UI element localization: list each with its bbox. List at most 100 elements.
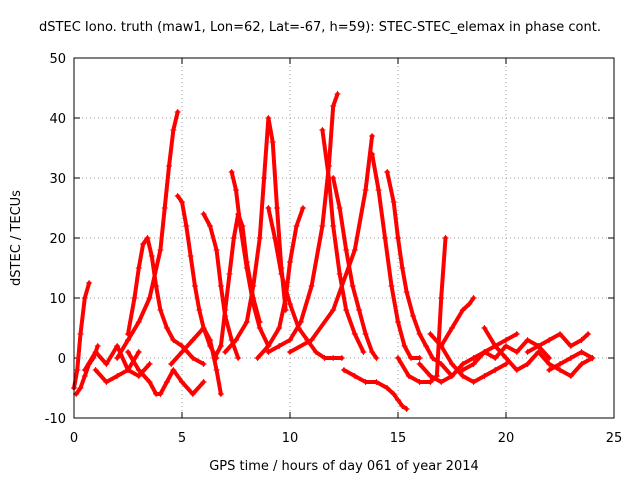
data-point — [217, 283, 224, 289]
data-point — [410, 313, 417, 319]
data-point — [269, 139, 276, 145]
data-point — [189, 391, 196, 397]
data-point — [546, 355, 553, 361]
data-point — [103, 361, 110, 367]
data-point — [513, 349, 520, 355]
data-point — [276, 325, 283, 331]
data-point — [524, 361, 531, 367]
series-21 — [384, 169, 455, 379]
data-point — [438, 343, 445, 349]
data-point — [256, 235, 263, 241]
series-16 — [319, 127, 367, 355]
data-point — [449, 325, 455, 331]
series-group — [71, 91, 596, 412]
data-point — [373, 355, 380, 361]
data-point — [416, 379, 423, 385]
data-point — [287, 337, 293, 343]
series-24 — [438, 295, 477, 349]
data-point — [427, 373, 434, 379]
data-point — [81, 367, 88, 373]
data-point — [228, 169, 235, 175]
y-tick-label: 10 — [49, 292, 66, 307]
data-point — [144, 235, 151, 241]
data-point — [459, 373, 466, 379]
data-point — [319, 223, 326, 229]
data-point — [287, 259, 293, 265]
x-tick-label: 0 — [70, 431, 78, 446]
data-point — [276, 343, 283, 349]
data-point — [429, 355, 436, 361]
data-point — [125, 349, 131, 355]
x-tick-label: 25 — [606, 431, 623, 446]
series-line — [82, 344, 141, 372]
y-tick-label: 40 — [49, 112, 66, 127]
data-point — [459, 307, 466, 313]
data-point — [179, 199, 185, 205]
data-point — [330, 223, 337, 229]
data-point — [362, 379, 369, 385]
data-point — [161, 205, 168, 211]
data-point — [299, 205, 306, 211]
data-point — [237, 223, 244, 229]
data-point — [403, 406, 410, 412]
data-point — [382, 235, 389, 241]
x-axis-ticks: 0 5 10 15 20 25 — [70, 58, 622, 446]
series-17 — [330, 175, 380, 361]
data-point — [265, 349, 272, 355]
data-point — [211, 355, 218, 361]
y-tick-label: 30 — [49, 172, 66, 187]
series-28 — [524, 331, 592, 355]
data-point — [390, 391, 397, 397]
data-point — [513, 331, 520, 337]
data-point — [174, 109, 181, 115]
data-point — [546, 337, 553, 343]
data-point — [470, 379, 477, 385]
series-11 — [228, 169, 272, 349]
data-point — [207, 337, 214, 343]
data-point — [438, 295, 445, 301]
series-line — [266, 206, 344, 360]
data-point — [395, 235, 401, 241]
data-point — [567, 343, 574, 349]
data-point — [567, 355, 574, 361]
data-point — [384, 385, 391, 391]
data-point — [343, 307, 350, 313]
series-5 — [114, 109, 181, 361]
data-point — [222, 349, 229, 355]
data-point — [103, 379, 110, 385]
data-point — [191, 283, 198, 289]
data-point — [578, 361, 585, 367]
data-point — [217, 343, 224, 349]
data-point — [423, 343, 430, 349]
data-point — [319, 127, 326, 133]
series-20 — [341, 367, 410, 412]
data-point — [407, 355, 414, 361]
data-point — [230, 235, 237, 241]
data-point — [321, 355, 328, 361]
data-point — [343, 247, 350, 253]
data-point — [297, 319, 304, 325]
data-point — [265, 205, 272, 211]
data-point — [503, 355, 509, 361]
data-point — [166, 163, 173, 169]
data-point — [330, 103, 337, 109]
data-point — [395, 397, 401, 403]
data-point — [114, 343, 121, 349]
data-point — [200, 361, 207, 367]
series-22 — [395, 235, 449, 385]
data-point — [524, 349, 531, 355]
data-point — [174, 193, 181, 199]
data-point — [438, 379, 445, 385]
data-point — [578, 349, 585, 355]
x-axis-label: GPS time / hours of day 061 of year 2014 — [209, 459, 479, 474]
data-point — [369, 133, 376, 139]
data-point — [492, 367, 499, 373]
data-point — [189, 355, 196, 361]
data-point — [503, 361, 509, 367]
data-point — [481, 325, 488, 331]
data-point — [373, 379, 380, 385]
data-point — [233, 187, 239, 193]
data-point — [416, 361, 423, 367]
data-point — [401, 343, 408, 349]
data-point — [449, 373, 455, 379]
